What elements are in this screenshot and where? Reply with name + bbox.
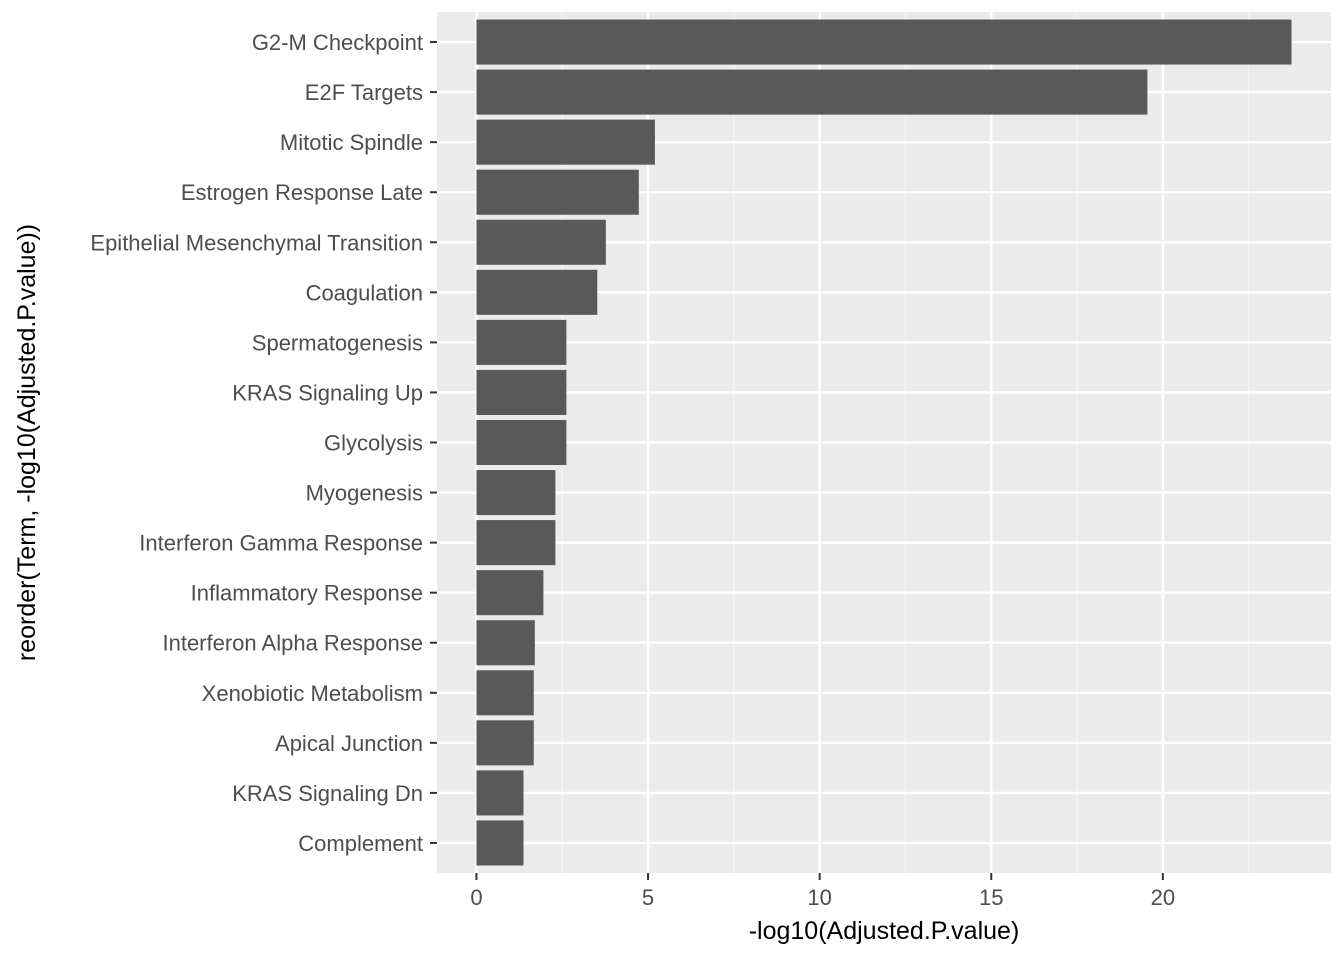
x-tick-label: 5: [642, 885, 654, 910]
x-tick-label: 15: [979, 885, 1003, 910]
x-tick-label: 20: [1151, 885, 1175, 910]
x-tick-label: 0: [470, 885, 482, 910]
y-tick-label: Coagulation: [306, 280, 423, 305]
y-tick-label: Apical Junction: [275, 731, 423, 756]
y-tick-label: Xenobiotic Metabolism: [202, 681, 423, 706]
bar: [476, 219, 606, 265]
y-tick-label: Spermatogenesis: [252, 330, 423, 355]
y-tick-label: Epithelial Mesenchymal Transition: [90, 230, 423, 255]
x-axis: 0 5 10 15 20: [470, 873, 1175, 910]
y-tick-label: Estrogen Response Late: [181, 180, 423, 205]
bar: [476, 269, 598, 315]
bar: [476, 720, 534, 766]
bars-group: [476, 19, 1292, 866]
bar: [476, 169, 639, 215]
bar: [476, 820, 524, 866]
y-tick-label: G2-M Checkpoint: [252, 30, 423, 55]
bar: [476, 770, 524, 816]
bar: [476, 520, 556, 566]
y-tick-label: Complement: [298, 831, 423, 856]
bar: [476, 470, 556, 516]
bar: [476, 620, 535, 666]
bar: [476, 319, 567, 365]
x-tick-label: 10: [807, 885, 831, 910]
y-axis: G2-M Checkpoint E2F Targets Mitotic Spindl…: [90, 30, 437, 856]
y-tick-label: KRAS Signaling Dn: [232, 781, 423, 806]
y-tick-label: KRAS Signaling Up: [232, 380, 423, 405]
bar: [476, 119, 655, 165]
y-axis-title: reorder(Term, -log10(Adjusted.P.value)): [13, 224, 41, 661]
y-tick-label: Interferon Gamma Response: [139, 531, 423, 556]
y-tick-label: Mitotic Spindle: [280, 130, 423, 155]
x-axis-title: -log10(Adjusted.P.value): [749, 917, 1020, 945]
bar: [476, 570, 544, 616]
y-tick-label: E2F Targets: [305, 80, 423, 105]
bar: [476, 419, 567, 466]
y-tick-label: Inflammatory Response: [191, 581, 423, 606]
bar: [476, 69, 1148, 115]
y-tick-label: Myogenesis: [306, 481, 423, 506]
bar: [476, 670, 534, 716]
y-tick-label: Interferon Alpha Response: [162, 631, 423, 656]
bar: [476, 19, 1292, 65]
y-tick-label: Glycolysis: [324, 431, 423, 456]
bar: [476, 369, 567, 415]
